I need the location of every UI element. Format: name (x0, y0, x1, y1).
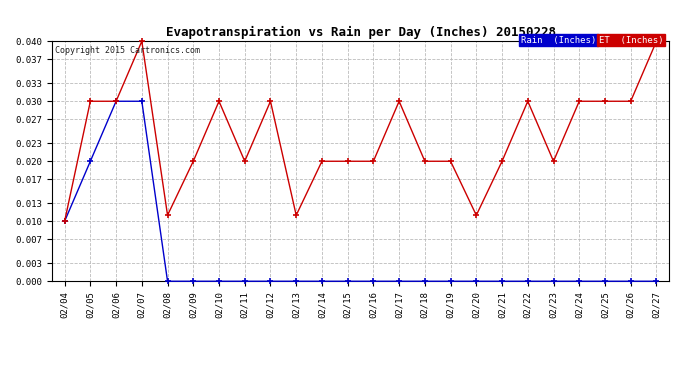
Text: Rain  (Inches): Rain (Inches) (521, 36, 596, 45)
Text: Copyright 2015 Cartronics.com: Copyright 2015 Cartronics.com (55, 46, 200, 55)
Title: Evapotranspiration vs Rain per Day (Inches) 20150228: Evapotranspiration vs Rain per Day (Inch… (166, 26, 555, 39)
Text: ET  (Inches): ET (Inches) (599, 36, 663, 45)
